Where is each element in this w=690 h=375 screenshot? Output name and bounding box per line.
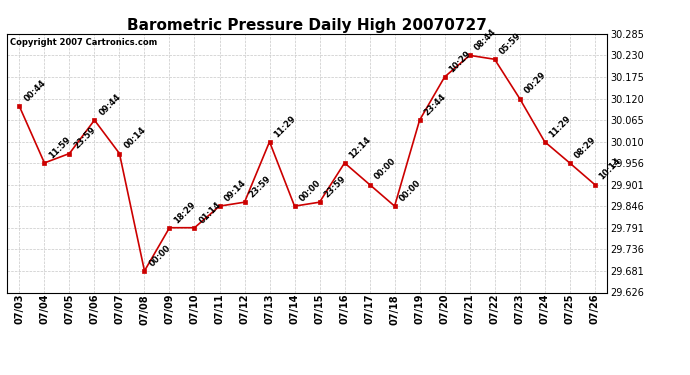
Text: 23:59: 23:59 (247, 174, 273, 200)
Text: 23:59: 23:59 (322, 174, 348, 200)
Text: 05:59: 05:59 (497, 31, 522, 57)
Text: 08:29: 08:29 (573, 135, 598, 160)
Text: 10:29: 10:29 (447, 49, 473, 74)
Text: 00:44: 00:44 (22, 78, 48, 104)
Text: 10:14: 10:14 (598, 156, 623, 182)
Text: 00:00: 00:00 (397, 178, 422, 203)
Text: 09:14: 09:14 (222, 178, 248, 203)
Text: Copyright 2007 Cartronics.com: Copyright 2007 Cartronics.com (10, 38, 157, 46)
Text: 11:29: 11:29 (273, 114, 297, 139)
Text: 00:14: 00:14 (122, 126, 148, 151)
Text: 00:00: 00:00 (147, 243, 172, 268)
Text: 00:00: 00:00 (373, 157, 397, 182)
Text: 08:44: 08:44 (473, 27, 497, 53)
Title: Barometric Pressure Daily High 20070727: Barometric Pressure Daily High 20070727 (127, 18, 487, 33)
Text: 11:29: 11:29 (547, 114, 573, 139)
Text: 18:29: 18:29 (172, 200, 197, 225)
Text: 12:14: 12:14 (347, 135, 373, 160)
Text: 00:00: 00:00 (297, 178, 322, 203)
Text: 23:59: 23:59 (72, 126, 97, 151)
Text: 11:59: 11:59 (47, 135, 72, 160)
Text: 23:44: 23:44 (422, 92, 448, 117)
Text: 01:14: 01:14 (197, 200, 223, 225)
Text: 09:44: 09:44 (97, 92, 122, 117)
Text: 00:29: 00:29 (522, 70, 548, 96)
